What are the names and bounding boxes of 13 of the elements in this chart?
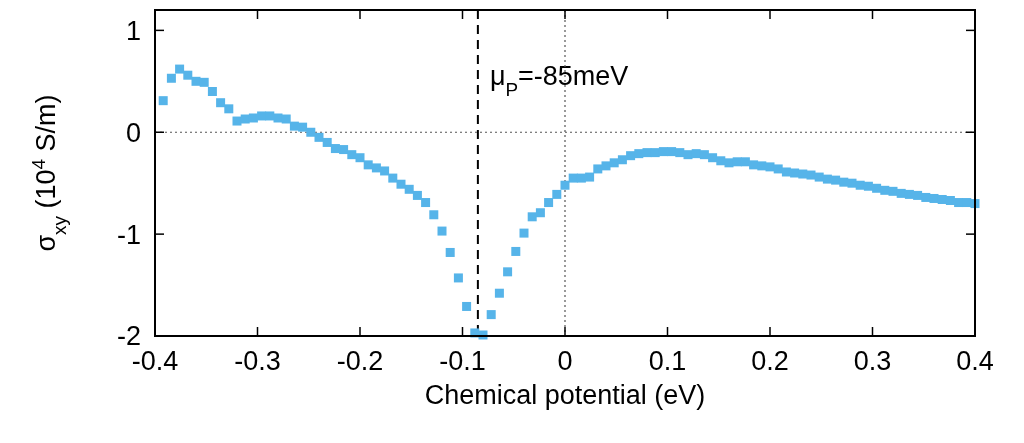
x-axis-title: Chemical potential (eV) [424, 380, 706, 410]
x-tick-label: 0.4 [956, 346, 994, 376]
x-tick-label: 0 [557, 346, 573, 376]
x-tick-label: 0.2 [751, 346, 789, 376]
x-tick-label: 0.1 [648, 346, 687, 376]
x-tick-label: -0.3 [234, 346, 281, 376]
x-tick-label: -0.2 [336, 346, 384, 376]
ref-line-label: μ$_{P}$=-85meV [489, 61, 629, 100]
y-tick-label: 1 [125, 15, 141, 46]
x-tick-label: 0.3 [853, 346, 892, 376]
y-tick-label: 0 [125, 117, 141, 148]
y-tick-label: -1 [116, 219, 141, 250]
x-tick-label: -0.1 [439, 346, 486, 376]
